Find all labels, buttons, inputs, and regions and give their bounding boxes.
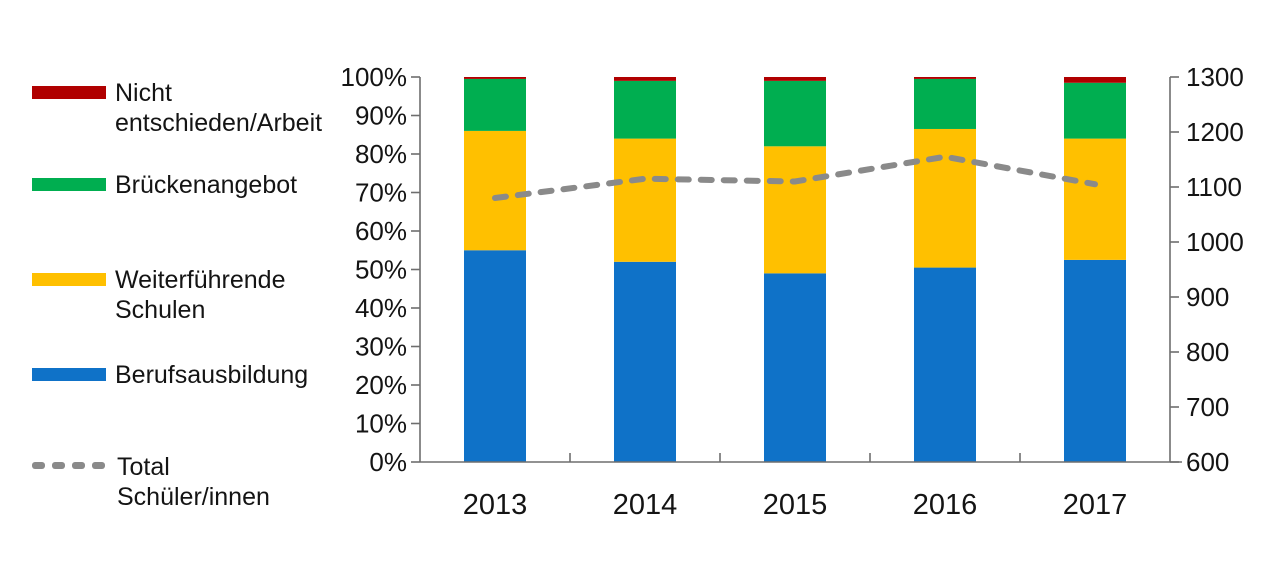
bar-segment (764, 146, 826, 274)
left-axis-tick-label: 30% (355, 332, 407, 362)
bar-segment (464, 250, 526, 462)
left-axis-tick-label: 80% (355, 139, 407, 169)
legend-label-line: Schüler/innen (117, 483, 270, 511)
bar-segment (914, 267, 976, 462)
bar-segment (614, 138, 676, 262)
left-axis-tick-label: 90% (355, 101, 407, 131)
bar-segment (614, 261, 676, 462)
legend-label-line: Brückenangebot (115, 171, 298, 199)
x-axis-category-label: 2017 (1063, 489, 1128, 521)
right-axis-tick-label: 1200 (1186, 117, 1244, 147)
legend-swatch-berufsausbildung (32, 368, 106, 381)
x-axis-category-label: 2014 (613, 489, 678, 521)
dash-segment (72, 462, 85, 469)
legend-label-berufsausbildung: Berufsausbildung (115, 360, 308, 390)
total-line (492, 153, 1098, 201)
legend-label-line: entschieden/Arbeit (115, 109, 323, 137)
legend-label-line: Total (117, 453, 170, 481)
legend-swatch-nicht-entschieden (32, 86, 106, 99)
legend-label-line: Berufsausbildung (115, 361, 309, 389)
bar-segment (464, 130, 526, 251)
legend-dashed-line-swatch (32, 462, 108, 469)
legend-label-nicht-entschieden: Nicht entschieden/Arbeit (115, 78, 322, 138)
left-axis-tick-label: 60% (355, 216, 407, 246)
legend-item-brueckenangebot: Brückenangebot (32, 170, 297, 200)
bar-segment (764, 273, 826, 462)
right-axis-tick-label: 1300 (1186, 62, 1244, 92)
right-axis-tick-label: 1000 (1186, 227, 1244, 257)
bar-segment (1064, 82, 1126, 139)
legend-item-nicht-entschieden: Nicht entschieden/Arbeit (32, 78, 322, 138)
left-axis-tick-label: 40% (355, 293, 407, 323)
right-axis-tick-label: 600 (1186, 447, 1229, 477)
bar-segment (1064, 138, 1126, 260)
dash-segment (52, 462, 65, 469)
bar-segment (464, 78, 526, 131)
bar-segment (614, 77, 676, 81)
legend-swatch-brueckenangebot (32, 178, 106, 191)
legend-swatch-weiterfuehrende-schulen (32, 273, 106, 286)
dash-segment (92, 462, 105, 469)
bar-segment (914, 128, 976, 268)
bar-segment (764, 80, 826, 147)
legend-label-brueckenangebot: Brückenangebot (115, 170, 297, 200)
legend-item-berufsausbildung: Berufsausbildung (32, 360, 308, 390)
bar-segment (464, 77, 526, 79)
left-axis-tick-label: 100% (341, 62, 408, 92)
bar-segment (764, 77, 826, 81)
right-axis-tick-label: 800 (1186, 337, 1229, 367)
x-axis-category-label: 2013 (463, 489, 528, 521)
right-axis-tick-label: 900 (1186, 282, 1229, 312)
legend-label-line: Weiterführende (115, 266, 286, 294)
legend-label-weiterfuehrende-schulen: Weiterführende Schulen (115, 265, 285, 325)
legend-label-total-schueler: Total Schüler/innen (117, 452, 270, 512)
left-axis-tick-label: 50% (355, 255, 407, 285)
right-axis-tick-label: 700 (1186, 392, 1229, 422)
legend-item-weiterfuehrende-schulen: Weiterführende Schulen (32, 265, 285, 325)
left-axis-tick-label: 70% (355, 178, 407, 208)
left-axis-tick-label: 20% (355, 370, 407, 400)
left-axis-tick-label: 10% (355, 409, 407, 439)
bar-segment (914, 77, 976, 79)
legend-label-line: Nicht (115, 79, 172, 107)
bar-segment (1064, 77, 1126, 83)
bar-segment (1064, 259, 1126, 462)
left-axis-tick-label: 0% (369, 447, 407, 477)
legend-item-total-schueler: Total Schüler/innen (32, 452, 270, 512)
x-axis-category-label: 2015 (763, 489, 828, 521)
bar-segment (914, 78, 976, 129)
right-axis-tick-label: 1100 (1186, 172, 1242, 202)
dash-segment (32, 462, 45, 469)
x-axis-category-label: 2016 (913, 489, 978, 521)
bar-segment (614, 80, 676, 139)
legend-label-line: Schulen (115, 296, 206, 324)
